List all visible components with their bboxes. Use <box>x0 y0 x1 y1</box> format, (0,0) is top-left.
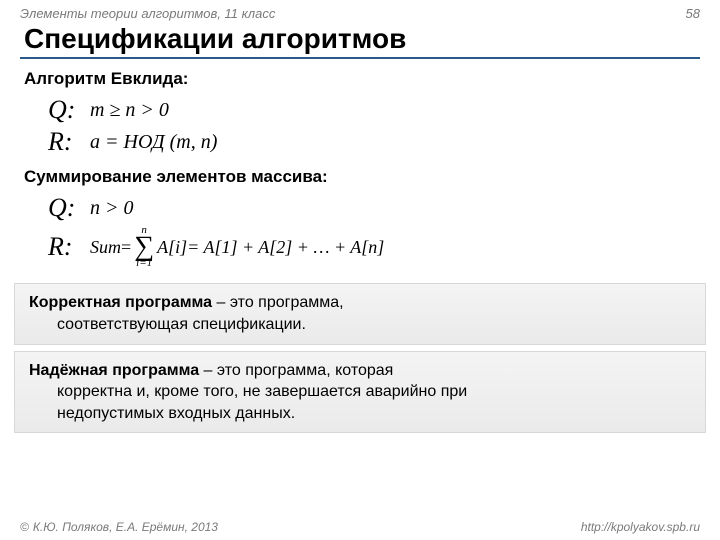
euclid-spec: Q: m ≥ n > 0 R: a = НОД (m, n) <box>0 95 720 165</box>
title-underline <box>20 57 700 59</box>
euclid-q-row: Q: m ≥ n > 0 <box>48 95 700 125</box>
definition-correct: Корректная программа – это программа, со… <box>14 283 706 344</box>
euclid-q-content: m ≥ n > 0 <box>90 99 169 122</box>
def2-rest2: корректна и, кроме того, не завершается … <box>29 381 691 403</box>
def2-rest1: – это программа, которая <box>199 362 393 379</box>
def1-rest2: соответствующая спецификации. <box>29 314 691 336</box>
sum-r-row: R: Sum = n ∑ i=1 A[i] = A[1] + A[2] + … … <box>48 225 700 269</box>
authors: К.Ю. Поляков, Е.А. Ерёмин, 2013 <box>33 520 218 534</box>
def1-rest1: – это программа, <box>212 294 344 311</box>
sum-spec: Q: n > 0 R: Sum = n ∑ i=1 A[i] = A[1] + … <box>0 193 720 277</box>
sum-heading: Суммирование элементов массива: <box>0 165 720 191</box>
r-label: R: <box>48 127 90 157</box>
sum-q-content: n > 0 <box>90 197 134 220</box>
sum-var: Sum <box>90 237 121 258</box>
q-label: Q: <box>48 193 90 223</box>
sum-inside: A[i] <box>157 237 187 258</box>
sigma-icon: n ∑ i=1 <box>134 225 154 269</box>
euclid-heading: Алгоритм Евклида: <box>0 67 720 93</box>
footer-url: http://kpolyakov.spb.ru <box>581 520 700 534</box>
def2-term: Надёжная программа <box>29 362 199 379</box>
sigma-symbol: ∑ <box>134 236 154 258</box>
page-title: Спецификации алгоритмов <box>0 23 720 57</box>
sum-q-row: Q: n > 0 <box>48 193 700 223</box>
copyright-icon: © <box>20 520 29 534</box>
q-label: Q: <box>48 95 90 125</box>
copyright: © К.Ю. Поляков, Е.А. Ерёмин, 2013 <box>20 520 218 534</box>
euclid-r-row: R: a = НОД (m, n) <box>48 127 700 157</box>
sum-expansion: = A[1] + A[2] + … + A[n] <box>187 237 384 258</box>
page-number: 58 <box>686 6 700 21</box>
definition-reliable: Надёжная программа – это программа, кото… <box>14 351 706 434</box>
eq-sign: = <box>121 237 131 258</box>
def2-rest3: недопустимых входных данных. <box>29 403 691 425</box>
sigma-lower: i=1 <box>136 258 152 269</box>
r-label: R: <box>48 232 90 262</box>
def1-term: Корректная программа <box>29 294 212 311</box>
sum-formula: Sum = n ∑ i=1 A[i] = A[1] + A[2] + … + A… <box>90 225 384 269</box>
slide-header: Элементы теории алгоритмов, 11 класс 58 <box>0 0 720 23</box>
euclid-r-content: a = НОД (m, n) <box>90 131 217 154</box>
slide-footer: © К.Ю. Поляков, Е.А. Ерёмин, 2013 http:/… <box>0 520 720 534</box>
header-left: Элементы теории алгоритмов, 11 класс <box>20 6 275 21</box>
